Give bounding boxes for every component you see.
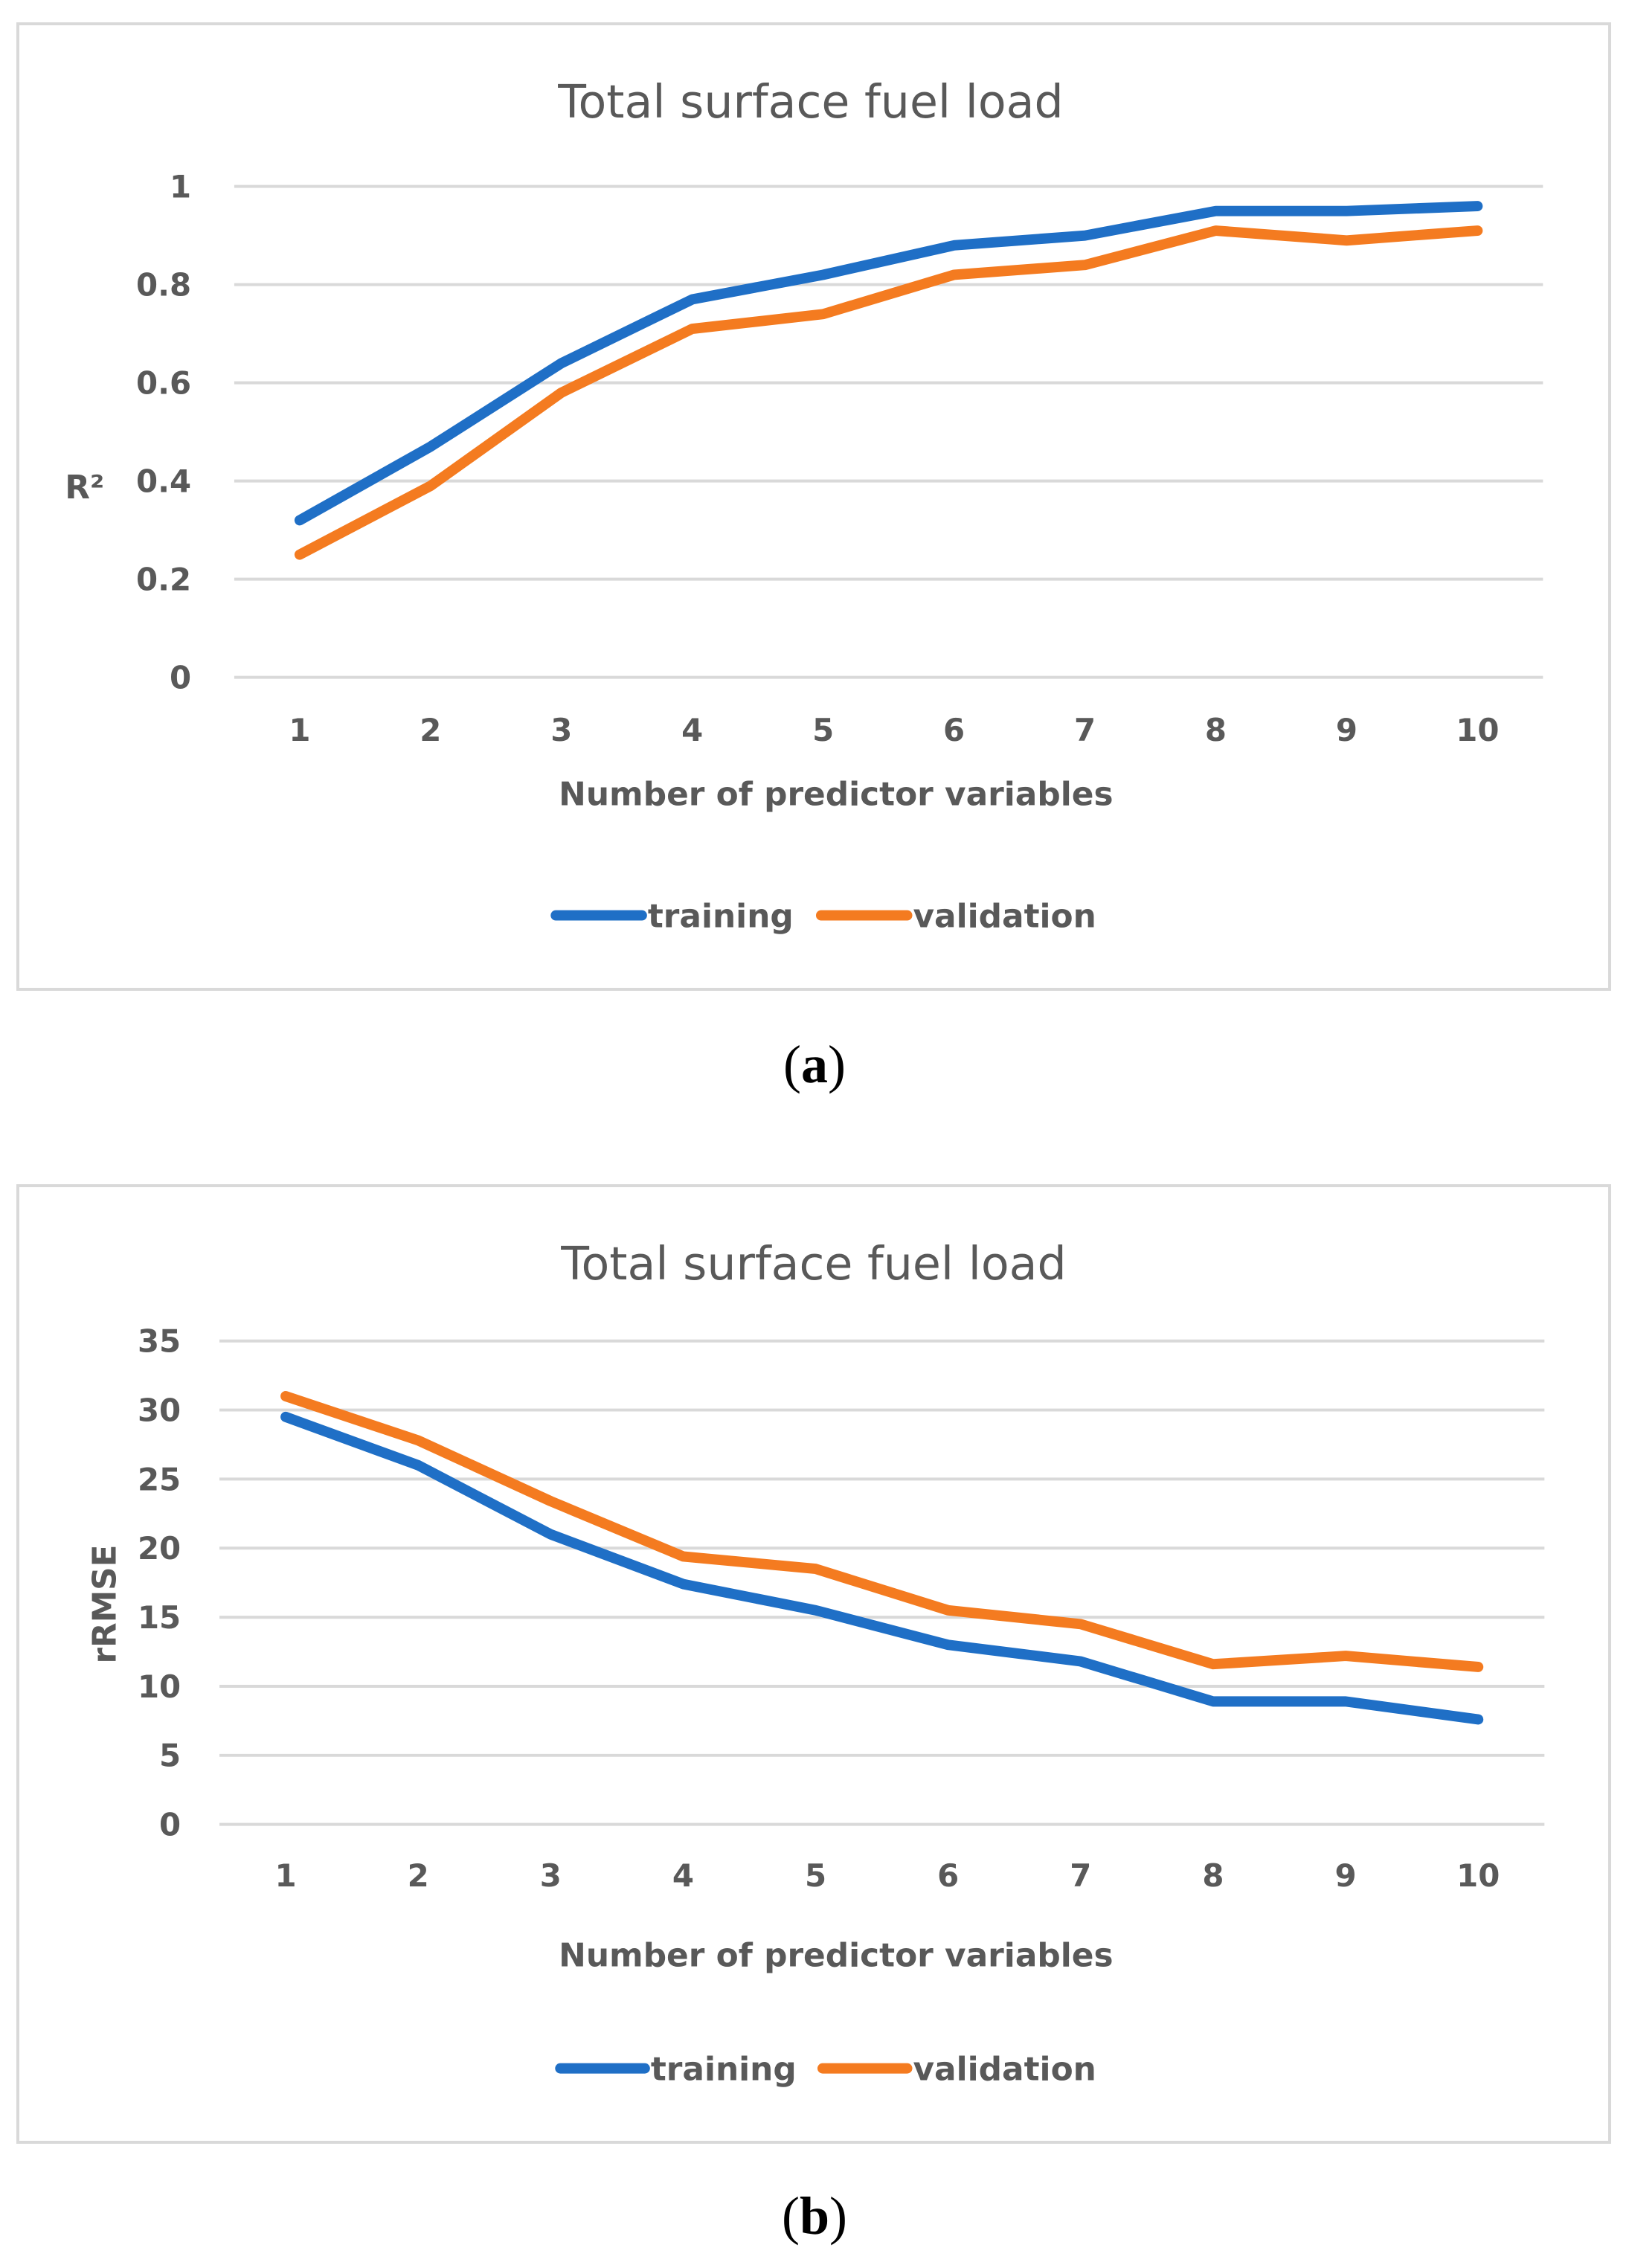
x-tick-label: 4 [681, 712, 703, 748]
x-tick-label: 4 [672, 1857, 694, 1894]
y-tick-label: 35 [138, 1323, 181, 1360]
y-tick-label: 25 [138, 1461, 181, 1497]
y-axis-title: rRMSE [86, 1544, 123, 1663]
legend-label-validation: validation [913, 898, 1096, 936]
x-tick-label: 3 [550, 712, 572, 748]
y-tick-label: 0.6 [136, 365, 191, 402]
legend-label-training: training [648, 898, 794, 936]
y-tick-label: 5 [159, 1738, 181, 1774]
x-tick-label: 2 [408, 1857, 429, 1894]
x-tick-label: 6 [943, 712, 965, 748]
x-tick-label: 9 [1336, 712, 1358, 748]
x-tick-label: 10 [1456, 1857, 1500, 1894]
caption-letter-b: b [799, 2186, 830, 2246]
caption-letter-a: a [801, 1035, 828, 1094]
x-tick-label: 9 [1335, 1857, 1357, 1894]
caption-a: (a) [783, 1035, 846, 1094]
x-tick-label: 7 [1070, 1857, 1091, 1894]
x-tick-label: 2 [420, 712, 441, 748]
chart-panel-a: Total surface fuel load R² Number of pre… [16, 22, 1611, 991]
y-tick-label: 0.8 [136, 267, 191, 303]
x-tick-label: 1 [275, 1857, 297, 1894]
y-tick-label: 0 [159, 1807, 181, 1843]
series-line-training [294, 201, 1483, 526]
x-tick-label: 5 [805, 1857, 826, 1894]
x-tick-label: 8 [1205, 712, 1227, 748]
y-tick-label: 0.2 [136, 562, 191, 598]
legend: training validation [555, 2051, 1096, 2089]
legend-label-training: training [651, 2051, 797, 2089]
y-tick-label: 30 [138, 1392, 181, 1429]
y-tick-label: 15 [138, 1599, 181, 1636]
caption-b: (b) [781, 2186, 847, 2246]
legend: training validation [550, 898, 1096, 936]
y-axis-title: R² [65, 469, 104, 507]
y-tick-label: 10 [138, 1668, 181, 1705]
series-line-validation [294, 225, 1483, 560]
x-tick-label: 10 [1456, 712, 1499, 748]
x-tick-label: 8 [1202, 1857, 1224, 1894]
rrmse-chart: Total surface fuel load rRMSE Number of … [86, 1237, 1545, 2089]
x-tick-label: 7 [1074, 712, 1096, 748]
y-tick-label: 1 [170, 169, 191, 205]
y-tick-label: 0.4 [136, 463, 191, 500]
x-axis-title: Number of predictor variables [559, 776, 1113, 814]
series-line-training [280, 1411, 1484, 1725]
x-tick-label: 3 [540, 1857, 562, 1894]
legend-label-validation: validation [913, 2051, 1096, 2089]
chart-title: Total surface fuel load [560, 1237, 1066, 1291]
x-tick-label: 5 [812, 712, 834, 748]
chart-panel-b: Total surface fuel load rRMSE Number of … [16, 1184, 1611, 2144]
series-line-validation [280, 1391, 1484, 1672]
y-tick-label: 20 [138, 1530, 181, 1567]
chart-title: Total surface fuel load [557, 75, 1063, 129]
x-tick-label: 1 [289, 712, 310, 748]
y-tick-label: 0 [170, 660, 191, 696]
x-axis-title: Number of predictor variables [559, 1937, 1113, 1975]
r-squared-chart: Total surface fuel load R² Number of pre… [65, 75, 1543, 936]
x-tick-label: 6 [937, 1857, 959, 1894]
